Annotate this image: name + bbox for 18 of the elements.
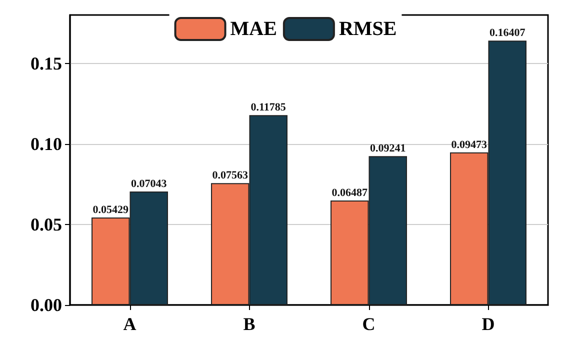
data-label: 0.11785 bbox=[250, 102, 286, 114]
data-label: 0.16407 bbox=[489, 27, 526, 40]
x-tick-label: A bbox=[123, 314, 136, 334]
data-label: 0.09241 bbox=[370, 142, 406, 155]
data-label: 0.05429 bbox=[92, 204, 130, 216]
legend-label: MAE bbox=[230, 18, 277, 40]
data-label: 0.07043 bbox=[130, 178, 168, 190]
data-label: 0.07563 bbox=[212, 170, 249, 182]
x-tick-label: C bbox=[362, 314, 376, 334]
y-tick-label: 0.10 bbox=[30, 134, 62, 154]
data-label: 0.09473 bbox=[451, 138, 488, 151]
y-tick-label: 0.00 bbox=[30, 295, 62, 315]
x-tick-label: D bbox=[482, 314, 495, 334]
y-tick-label: 0.05 bbox=[30, 214, 62, 234]
y-tick-label: 0.15 bbox=[30, 53, 62, 74]
data-label: 0.06487 bbox=[332, 186, 368, 199]
x-tick-label: B bbox=[243, 314, 256, 334]
legend-label: RMSE bbox=[338, 18, 397, 40]
